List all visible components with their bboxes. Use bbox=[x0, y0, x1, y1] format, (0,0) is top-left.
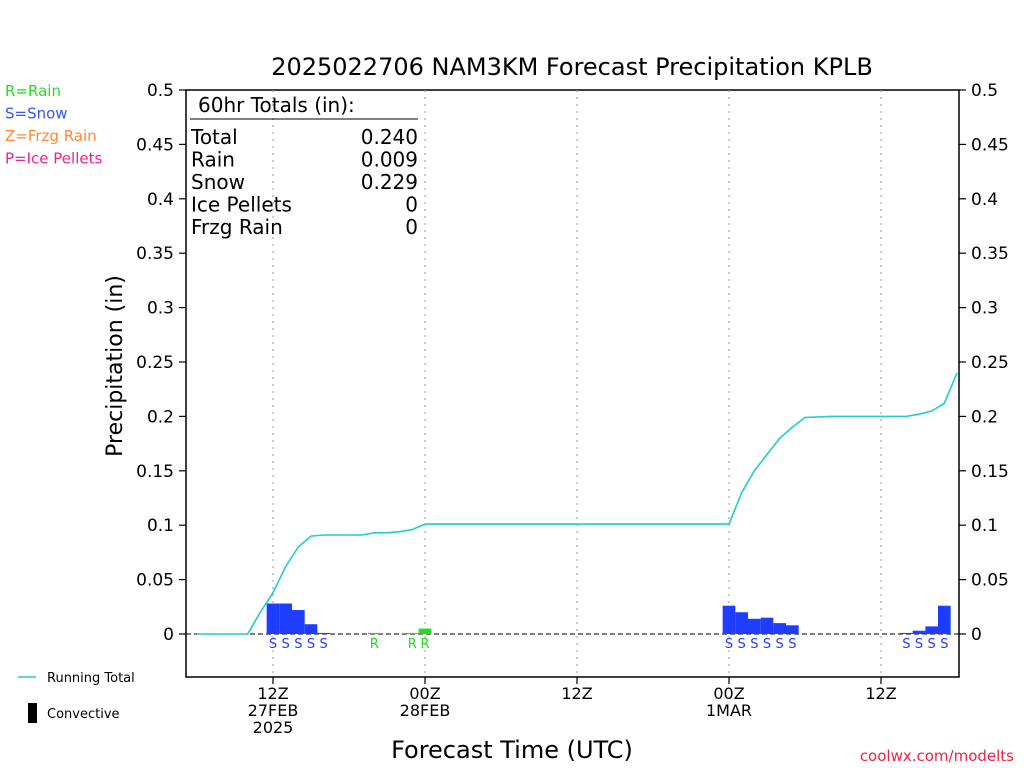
y-tick-label-right: 0.35 bbox=[971, 244, 1009, 264]
y-axis: 0.5 0.5 0.45 0.45 0.4 0.4 0.35 0.35 0.3 0.3 0.25 0.… bbox=[136, 81, 1009, 645]
precip-type-letter: S bbox=[738, 637, 746, 652]
totals-row-value: 0 bbox=[405, 215, 418, 239]
y-tick-label-right: 0.05 bbox=[971, 571, 1009, 591]
y-tick-label-right: 0.1 bbox=[971, 516, 998, 536]
y-tick-label-left: 0.15 bbox=[136, 462, 174, 482]
precip-bar bbox=[773, 623, 786, 634]
totals-box: 60hr Totals (in): Total 0.240 Rain 0.009 Sno… bbox=[190, 93, 418, 239]
precip-bar bbox=[900, 632, 913, 634]
totals-row-value: 0.240 bbox=[361, 125, 418, 149]
precip-bar bbox=[722, 605, 736, 634]
precip-bar bbox=[735, 612, 748, 634]
precip-type-letter: S bbox=[307, 637, 315, 652]
y-axis-label: Precipitation (in) bbox=[103, 275, 128, 457]
y-tick-label-right: 0.2 bbox=[971, 407, 998, 427]
precip-type-letter: S bbox=[788, 637, 796, 652]
y-tick-label-left: 0.2 bbox=[147, 407, 174, 427]
x-axis-label: Forecast Time (UTC) bbox=[391, 736, 633, 764]
totals-row-value: 0.229 bbox=[361, 170, 418, 194]
totals-row-label: Rain bbox=[191, 148, 235, 172]
precip-type-letter: S bbox=[282, 637, 290, 652]
totals-row-value: 0.009 bbox=[361, 148, 418, 172]
y-tick-label-left: 0.3 bbox=[147, 299, 174, 319]
precip-bar bbox=[760, 617, 774, 634]
y-tick-label-left: 0.1 bbox=[147, 516, 174, 536]
x-tick-label: 28FEB bbox=[400, 701, 451, 720]
precip-bar bbox=[317, 632, 330, 634]
totals-row-value: 0 bbox=[405, 193, 418, 217]
y-tick-label-right: 0 bbox=[971, 625, 982, 645]
y-tick-label-left: 0.25 bbox=[136, 353, 174, 373]
legend-convective-swatch bbox=[28, 703, 37, 723]
precip-type-letter: S bbox=[940, 637, 948, 652]
y-tick-label-left: 0.4 bbox=[147, 190, 174, 210]
x-tick-label: 12Z bbox=[865, 684, 896, 703]
x-tick-label: 12Z bbox=[257, 684, 288, 703]
y-tick-label-right: 0.5 bbox=[971, 81, 998, 101]
precip-type-legend: R=Rain S=Snow Z=Frzg Rain P=Ice Pellets bbox=[5, 82, 102, 168]
y-tick-label-left: 0.35 bbox=[136, 244, 174, 264]
y-tick-label-left: 0.45 bbox=[136, 135, 174, 155]
x-tick-label: 27FEB bbox=[248, 701, 299, 720]
precip-bar bbox=[912, 630, 926, 634]
precip-type-letter: R bbox=[408, 637, 417, 652]
y-tick-label-left: 0.5 bbox=[147, 81, 174, 101]
precip-type-letter: S bbox=[902, 637, 910, 652]
precip-bar bbox=[938, 605, 951, 634]
legend-type-2: Z=Frzg Rain bbox=[5, 127, 97, 145]
x-tick-label: 00Z bbox=[713, 684, 744, 703]
legend-convective-label: Convective bbox=[47, 707, 120, 722]
precip-type-letter: S bbox=[915, 637, 923, 652]
precip-type-letter: S bbox=[320, 637, 328, 652]
x-tick-label: 1MAR bbox=[706, 701, 752, 720]
legend-type-1: S=Snow bbox=[5, 105, 68, 123]
precip-bar bbox=[304, 624, 318, 634]
precip-bar bbox=[266, 603, 280, 634]
precip-bar bbox=[925, 626, 938, 634]
running-total-line bbox=[197, 372, 958, 635]
precip-type-letter: S bbox=[763, 637, 771, 652]
legend-type-0: R=Rain bbox=[5, 82, 61, 100]
precip-bars bbox=[266, 603, 951, 634]
totals-row-label: Ice Pellets bbox=[191, 193, 292, 217]
precip-type-letter: S bbox=[269, 637, 277, 652]
plot-area-frame bbox=[185, 89, 960, 678]
totals-row-label: Snow bbox=[191, 170, 245, 194]
x-tick-label: 00Z bbox=[409, 684, 440, 703]
y-tick-label-right: 0.45 bbox=[971, 135, 1009, 155]
y-tick-label-right: 0.25 bbox=[971, 353, 1009, 373]
y-tick-label-left: 0.05 bbox=[136, 571, 174, 591]
credit-text: coolwx.com/modelts bbox=[860, 747, 1014, 765]
legend-running-total-label: Running Total bbox=[47, 671, 135, 686]
totals-row-label: Frzg Rain bbox=[191, 215, 283, 239]
x-tick-label: 12Z bbox=[561, 684, 592, 703]
precip-type-letter: R bbox=[370, 637, 379, 652]
y-tick-label-right: 0.15 bbox=[971, 462, 1009, 482]
precip-bar bbox=[279, 603, 292, 634]
x-tick-label: 2025 bbox=[253, 718, 294, 737]
precip-bar bbox=[418, 628, 432, 634]
precip-type-letter: S bbox=[725, 637, 733, 652]
precip-type-letter: R bbox=[420, 637, 429, 652]
line-legend: Running Total Convective bbox=[18, 671, 135, 723]
precip-type-letter: S bbox=[750, 637, 758, 652]
precip-type-letter: S bbox=[776, 637, 784, 652]
precip-bar bbox=[368, 632, 381, 634]
legend-type-3: P=Ice Pellets bbox=[5, 150, 102, 168]
totals-header: 60hr Totals (in): bbox=[198, 93, 355, 117]
y-tick-label-left: 0 bbox=[163, 625, 174, 645]
y-tick-label-right: 0.4 bbox=[971, 190, 998, 210]
y-tick-label-right: 0.3 bbox=[971, 299, 998, 319]
chart-title: 2025022706 NAM3KM Forecast Precipitation… bbox=[271, 53, 873, 81]
precip-type-letter: S bbox=[294, 637, 302, 652]
precip-type-letter: S bbox=[928, 637, 936, 652]
totals-row-label: Total bbox=[190, 125, 238, 149]
precip-bar bbox=[292, 610, 305, 634]
precip-bar bbox=[406, 632, 419, 634]
precip-bar bbox=[748, 618, 761, 634]
precip-bar bbox=[786, 625, 799, 634]
